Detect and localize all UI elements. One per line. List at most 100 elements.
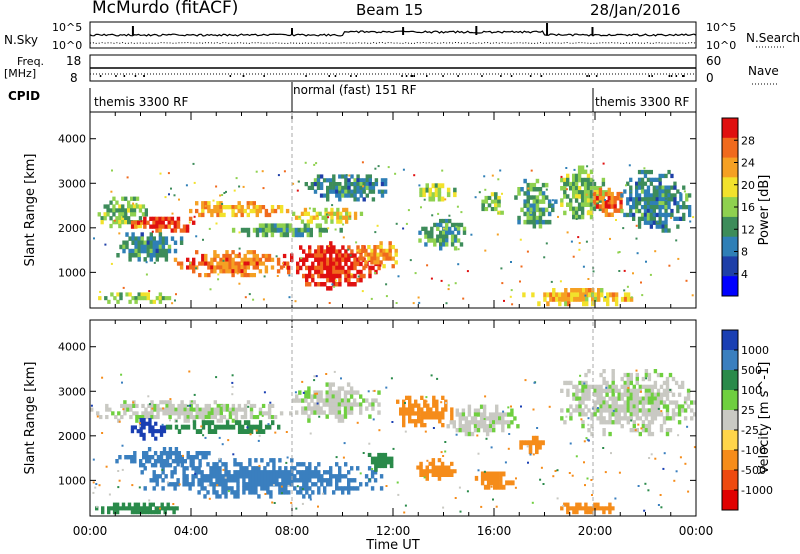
heatmap-cell xyxy=(617,408,621,413)
heatmap-cell xyxy=(431,472,436,477)
heatmap-cell xyxy=(136,502,141,507)
heatmap-cell xyxy=(177,451,181,456)
heatmap-cell xyxy=(153,407,157,412)
heatmap-cell xyxy=(349,215,352,218)
heatmap-cell xyxy=(209,478,213,483)
heatmap-cell xyxy=(142,506,147,511)
heatmap-cell xyxy=(602,447,605,449)
heatmap-cell xyxy=(255,261,259,266)
heatmap-cell xyxy=(179,261,184,266)
heatmap-cell xyxy=(213,257,217,262)
heatmap-cell xyxy=(637,169,642,175)
heatmap-cell xyxy=(456,230,461,235)
heatmap-cell xyxy=(685,193,689,198)
heatmap-cell xyxy=(501,282,504,285)
heatmap-cell xyxy=(287,269,291,275)
heatmap-cell xyxy=(263,482,267,487)
heatmap-cell xyxy=(575,502,579,507)
heatmap-cell xyxy=(195,407,199,412)
nave-dot xyxy=(413,75,415,77)
heatmap-cell xyxy=(329,269,333,275)
heatmap-cell xyxy=(604,200,608,205)
colorbar-tick-label: -100 xyxy=(741,444,766,457)
heatmap-cell xyxy=(389,464,394,469)
heatmap-cell xyxy=(493,471,497,477)
heatmap-cell xyxy=(442,238,446,243)
heatmap-cell xyxy=(649,216,653,221)
heatmap-cell xyxy=(149,232,153,237)
heatmap-cell xyxy=(197,478,201,483)
heatmap-cell xyxy=(647,424,652,429)
heatmap-cell xyxy=(417,411,421,416)
heatmap-cell xyxy=(577,186,582,191)
heatmap-cell xyxy=(611,296,616,302)
heatmap-cell xyxy=(689,220,692,223)
heatmap-cell xyxy=(657,504,660,506)
heatmap-cell xyxy=(255,253,259,259)
heatmap-cell xyxy=(272,458,276,463)
heatmap-cell xyxy=(267,411,272,416)
nave-dot xyxy=(595,75,598,77)
heatmap-cell xyxy=(296,478,300,483)
heatmap-cell xyxy=(587,369,591,374)
heatmap-cell xyxy=(176,482,180,487)
heatmap-cell xyxy=(337,390,342,395)
heatmap-cell xyxy=(383,189,388,194)
heatmap-cell xyxy=(245,470,249,475)
heatmap-cell xyxy=(620,208,624,214)
heatmap-cell xyxy=(290,458,294,463)
heatmap-cell xyxy=(649,197,653,202)
heatmap-cell xyxy=(345,211,349,216)
heatmap-cell xyxy=(558,292,562,298)
heatmap-cell xyxy=(332,245,336,250)
heatmap-cell xyxy=(272,462,276,467)
heatmap-cell xyxy=(643,167,646,170)
heatmap-cell xyxy=(130,455,134,460)
heatmap-cell xyxy=(231,205,235,210)
heatmap-cell xyxy=(231,257,235,262)
heatmap-cell xyxy=(574,210,579,216)
heatmap-cell xyxy=(535,444,539,450)
heatmap-cell xyxy=(583,186,588,191)
heatmap-cell xyxy=(446,465,451,470)
heatmap-cell xyxy=(373,478,378,483)
heatmap-cell xyxy=(377,456,381,461)
heatmap-cell xyxy=(653,416,658,421)
freq-tick-bottom: 8 xyxy=(70,71,78,85)
heatmap-cell xyxy=(514,195,518,200)
heatmap-cell xyxy=(305,490,309,495)
heatmap-cell xyxy=(602,162,605,165)
heatmap-cell xyxy=(611,376,615,382)
heatmap-cell xyxy=(476,428,481,433)
heatmap-cell xyxy=(305,478,309,483)
heatmap-cell xyxy=(428,187,432,193)
heatmap-cell xyxy=(198,463,202,468)
heatmap-cell xyxy=(607,187,611,193)
heatmap-region xyxy=(519,435,545,455)
heatmap-cell xyxy=(155,248,159,254)
heatmap-cell xyxy=(138,486,141,489)
heatmap-cell xyxy=(142,436,146,441)
heatmap-cell xyxy=(608,510,612,515)
heatmap-cell xyxy=(593,384,597,389)
heatmap-cell xyxy=(490,199,495,204)
heatmap-cell xyxy=(204,455,208,460)
heatmap-cell xyxy=(595,196,600,201)
heatmap-cell xyxy=(201,424,206,430)
heatmap-cell xyxy=(613,204,617,209)
heatmap-cell xyxy=(339,211,343,216)
heatmap-cell xyxy=(348,215,352,220)
heatmap-cell xyxy=(490,192,495,197)
heatmap-cell xyxy=(353,193,357,198)
heatmap-cell xyxy=(329,482,333,487)
heatmap-cell xyxy=(243,253,247,259)
heatmap-cell xyxy=(425,465,429,470)
heatmap-cell xyxy=(658,193,662,198)
heatmap-cell xyxy=(532,187,537,192)
heatmap-cell xyxy=(432,399,436,404)
heatmap-cell xyxy=(122,286,125,289)
heatmap-cell xyxy=(431,192,436,198)
heatmap-cell xyxy=(581,392,585,397)
heatmap-cell xyxy=(542,483,545,485)
